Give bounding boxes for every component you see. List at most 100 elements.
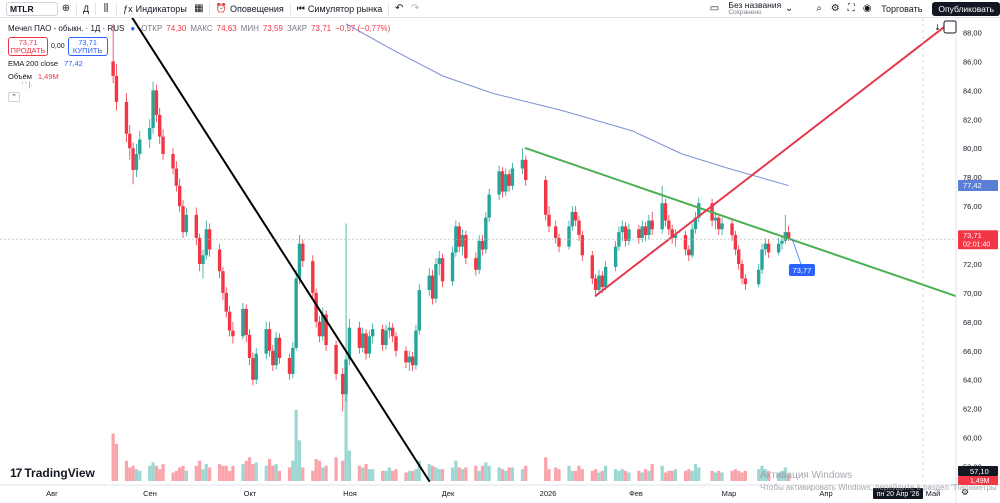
ohlc-values: ОТКР 74,30 МАКС 74,63 МИН 73,59 ЗАКР 73,71 −… [141,24,390,33]
publish-button[interactable]: Опубликовать [932,1,1000,16]
layout-status: Сохранено [728,8,762,16]
volume-bar [600,470,604,481]
volume-bar [777,472,781,481]
volume-bar [151,462,155,481]
sell-button[interactable]: 73,71 ПРОДАТЬ [8,37,48,56]
volume-bar [683,470,688,481]
high-value: 74,63 [216,23,237,33]
gear-icon[interactable]: ⚙ [830,3,840,14]
quick-trade-row: 73,71 ПРОДАТЬ 0,00 73,71 КУПИТЬ [8,37,390,56]
candle-body [241,308,245,337]
candle-body [504,174,508,192]
volume-tag2-label: 1,49M [970,478,990,485]
trendlines[interactable]: 73,77 [123,18,956,482]
callout-box[interactable] [788,264,815,276]
trade-label: Торговать [881,3,923,14]
price-axis-label: 86,00 [963,57,982,66]
candle-body [221,271,225,293]
candle-body [114,75,119,102]
indicators-icon: ƒx [123,3,133,14]
volume-bar [597,472,601,481]
close-value: 73,71 [311,23,332,33]
time-axis-label: Мар [722,489,737,498]
candle-body [294,278,298,348]
watermark-line1: Активация Windows [760,470,853,481]
candle-body [474,258,478,270]
buy-button[interactable]: 73,71 КУПИТЬ [67,37,108,56]
candle-body [380,329,385,345]
templates-icon[interactable]: ▦ [194,3,204,14]
candle-body [756,269,761,285]
trendline-green[interactable] [524,147,956,297]
trendline-black[interactable] [123,18,431,482]
countdown-label: 02:01:40 [963,242,990,249]
candle-body [414,330,418,366]
cursor-date-label: пн 20 Апр '26 [877,491,920,498]
candle-body [227,311,232,331]
volume-bar [510,467,515,481]
interval-button[interactable]: Д [79,0,93,18]
redo-icon[interactable]: ↷ [411,3,420,14]
candle-body [720,223,724,230]
compare-symbol-icon[interactable]: ⊕ [61,3,71,14]
search-icon[interactable]: ⌕ [816,3,823,14]
toolbar-divider [208,2,210,15]
candle-body [364,333,368,354]
volume-bar [317,460,322,481]
arrow-down-icon[interactable]: ↓ [934,23,941,32]
volume-tag-bg [958,466,998,476]
candle-body [291,347,295,374]
price-axis-label: 68,00 [963,318,982,327]
ema-value: 77,42 [64,59,83,68]
candle-body [737,249,741,264]
alerts-button[interactable]: ⏰ Оповещения [212,0,288,18]
gear-icon[interactable]: ⚙ [961,488,969,498]
candle-type-icon[interactable]: ⫼ [103,3,109,14]
price-chart[interactable]: 73,77 88,00 86,00 84,00 82,00 80,00 78,00 76,0… [0,18,1000,503]
candle-body [430,275,435,299]
ema-indicator-row[interactable]: EMA 200 close 77,42 [8,58,390,69]
tradingview-logo[interactable]: 17 TradingView [10,466,95,480]
candle-body [387,327,392,331]
layout-name-button[interactable]: Без названия Сохранено [728,0,781,17]
volume-bar [710,470,714,481]
volume-bar [371,469,375,481]
volume-bar [437,469,441,481]
candle-body [131,148,135,170]
sell-label: ПРОДАТЬ [10,45,46,55]
chevron-down-icon[interactable]: ⌄ [785,3,794,14]
trendline-red[interactable] [594,22,950,297]
candle-body [161,136,165,155]
volume-bar [364,464,368,481]
candle-body [600,275,604,288]
indicators-button[interactable]: ƒx Индикаторы [119,0,191,18]
volume-bar [231,465,235,481]
volume-indicator-row[interactable]: Объём 1,49M [8,71,390,82]
volume-bar [637,470,641,481]
volume-bar [367,469,371,481]
candle-body [457,226,461,247]
candle-body [670,229,674,238]
candle-body [404,350,408,363]
price-axis-label: 62,00 [963,405,982,414]
volume-value: 1,49M [37,72,59,81]
symbol-title[interactable]: Мечел ПАО - обыкн. · 1Д · RUS [8,23,125,33]
camera-icon[interactable]: ◉ [862,3,872,14]
fullscreen-icon[interactable]: ⛶ [847,3,855,14]
volume-bar [760,465,764,481]
symbol-search[interactable]: MTLR [6,1,58,16]
time-axis-label: Апр [819,489,832,498]
callout-pointer [791,238,802,265]
undo-icon[interactable]: ↶ [395,3,404,14]
volume-bar [341,460,345,481]
auto-scale-button[interactable] [943,20,957,34]
trade-button[interactable]: Торговать [875,0,928,18]
layout-icon[interactable]: ▭ [709,3,720,14]
candle-body [437,258,441,264]
ema-label: EMA 200 close [8,59,59,68]
candle-body [454,226,458,253]
candle-body [194,214,199,238]
replay-button[interactable]: ⏮ Симулятор рынка [293,0,386,18]
collapse-legend-button[interactable]: ⌃ [8,92,20,102]
volume-bar [697,467,701,481]
